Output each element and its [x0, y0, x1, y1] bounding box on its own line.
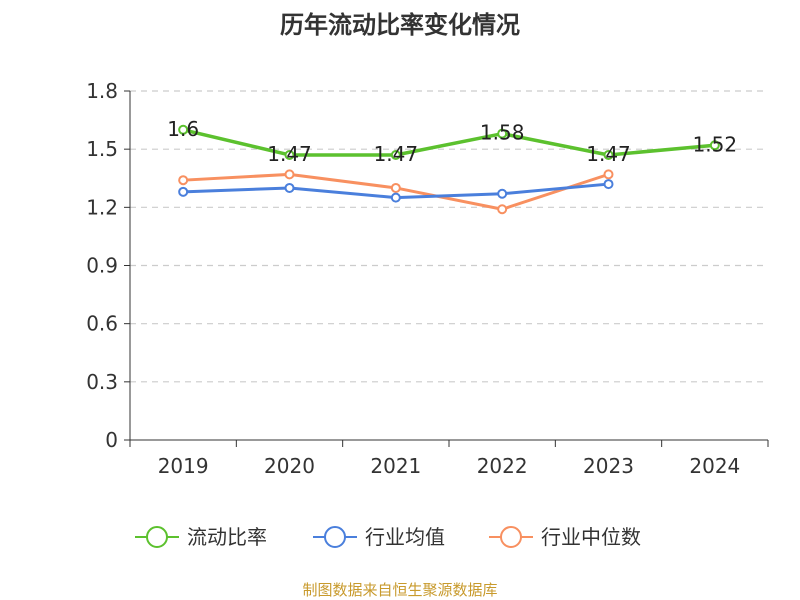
data-point — [284, 169, 295, 180]
data-point — [603, 179, 614, 190]
x-tick-label: 2020 — [264, 454, 315, 478]
y-tick-label: 1.8 — [86, 79, 118, 103]
source-note: 制图数据来自恒生聚源数据库 — [302, 581, 497, 599]
data-label: 1.6 — [167, 117, 199, 141]
legend-marker — [146, 526, 168, 548]
y-tick-label: 0.9 — [86, 254, 118, 278]
data-label: 1.47 — [374, 142, 419, 166]
data-label: 1.52 — [693, 132, 738, 156]
data-point — [178, 175, 189, 186]
grid-lines — [130, 90, 768, 383]
data-point — [709, 140, 720, 151]
data-point — [178, 124, 189, 135]
data-label: 1.47 — [586, 142, 631, 166]
data-point — [497, 188, 508, 199]
legend-label: 行业均值 — [365, 525, 445, 549]
x-tick-label: 2019 — [158, 454, 209, 478]
data-point — [390, 192, 401, 203]
axes: 0 0.3 0.6 0.9 1.2 1.5 1.8 2019 2020 2021 2022 2023 2… — [86, 79, 769, 478]
data-point — [284, 182, 295, 193]
y-tick-label: 0.3 — [86, 370, 118, 394]
y-tick-label: 1.5 — [86, 137, 118, 161]
data-point — [497, 128, 508, 139]
x-tick-label: 2022 — [477, 454, 528, 478]
y-tick-label: 0 — [105, 428, 118, 452]
data-labels: 1.6 1.47 1.47 1.58 1.47 1.52 — [167, 117, 737, 166]
y-tick-label: 1.2 — [86, 195, 118, 219]
data-point — [603, 169, 614, 180]
series-layer — [178, 124, 720, 215]
data-point — [390, 182, 401, 193]
legend: 流动比率 行业均值 行业中位数 — [135, 525, 641, 549]
data-label: 1.47 — [267, 142, 312, 166]
data-label: 1.58 — [480, 121, 525, 145]
y-tick-label: 0.6 — [86, 312, 118, 336]
x-tick-label: 2023 — [583, 454, 634, 478]
x-tick-label: 2024 — [689, 454, 740, 478]
legend-marker — [500, 526, 522, 548]
data-point — [284, 149, 295, 160]
data-point — [390, 149, 401, 160]
x-tick-label: 2021 — [370, 454, 421, 478]
chart-title: 历年流动比率变化情况 — [280, 11, 520, 39]
data-point — [497, 204, 508, 215]
data-point — [178, 186, 189, 197]
legend-label: 行业中位数 — [541, 525, 641, 549]
series-line — [181, 128, 717, 157]
data-point — [603, 149, 614, 160]
legend-marker — [324, 526, 346, 548]
legend-label: 流动比率 — [187, 525, 267, 549]
